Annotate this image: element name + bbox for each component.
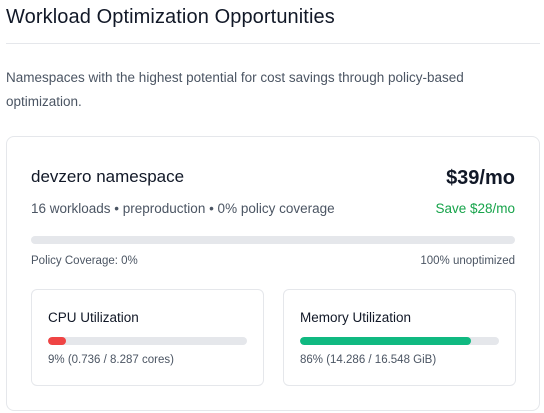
- memory-utilization-bar: [300, 337, 499, 345]
- cpu-utilization-bar: [48, 337, 247, 345]
- memory-utilization-value: 86% (14.286 / 16.548 GiB): [300, 354, 437, 366]
- cpu-utilization-fill: [48, 337, 66, 345]
- cpu-utilization-value: 9% (0.736 / 8.287 cores): [48, 354, 174, 366]
- namespace-meta: 16 workloads • preproduction • 0% policy…: [31, 201, 335, 216]
- page-description: Namespaces with the highest potential fo…: [6, 70, 464, 109]
- memory-utilization-title: Memory Utilization: [300, 310, 412, 325]
- cpu-utilization-title: CPU Utilization: [48, 310, 139, 325]
- page-title: Workload Optimization Opportunities: [6, 6, 335, 28]
- namespace-name: devzero namespace: [31, 167, 185, 186]
- namespace-savings: Save $28/mo: [435, 201, 515, 216]
- unoptimized-label: 100% unoptimized: [420, 255, 515, 267]
- namespace-card[interactable]: devzero namespace $39/mo 16 workloads • …: [6, 136, 540, 411]
- namespace-cost: $39/mo: [446, 167, 515, 189]
- title-divider: [6, 43, 540, 44]
- memory-utilization-card: Memory Utilization 86% (14.286 / 16.548 …: [283, 289, 516, 386]
- cpu-utilization-card: CPU Utilization 9% (0.736 / 8.287 cores): [31, 289, 264, 386]
- policy-coverage-label: Policy Coverage: 0%: [31, 255, 138, 267]
- policy-coverage-bar: [31, 236, 515, 244]
- memory-utilization-fill: [300, 337, 472, 345]
